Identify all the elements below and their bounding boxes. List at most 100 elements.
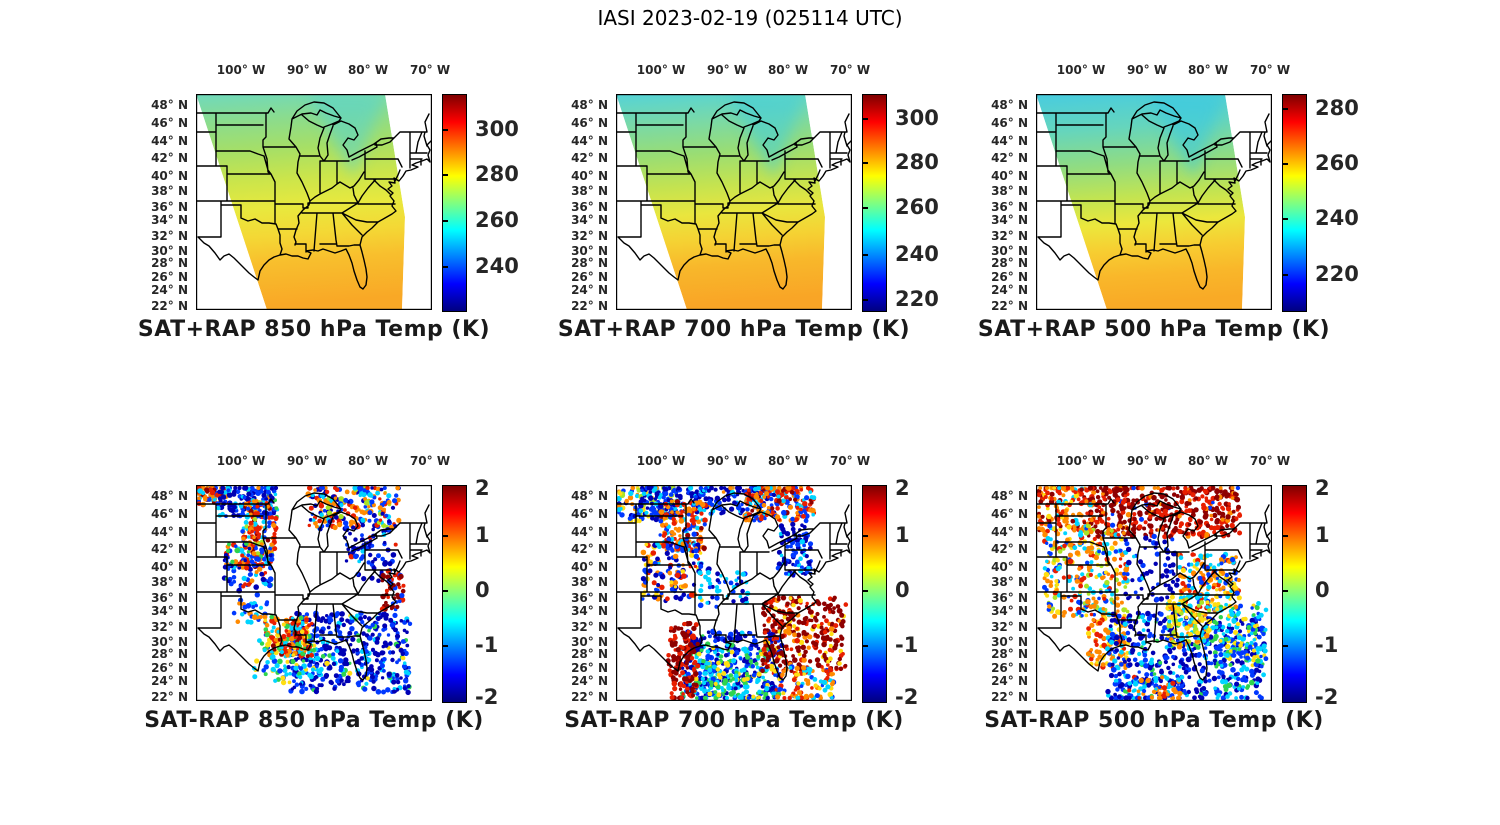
colorbar-tick-mark — [1283, 644, 1288, 647]
lat-tick-label: 44° N — [991, 134, 1028, 148]
lat-tick-label: 40° N — [991, 169, 1028, 183]
lat-tick-label: 46° N — [571, 507, 608, 521]
lat-tick-label: 30° N — [151, 635, 188, 649]
colorbar-tick-label: 280 — [1315, 96, 1359, 121]
lat-tick-label: 24° N — [571, 283, 608, 297]
lat-tick-label: 26° N — [571, 270, 608, 284]
colorbar-tick-label: -1 — [475, 632, 499, 657]
lat-tick-label: 36° N — [151, 200, 188, 214]
lat-tick-label: 44° N — [571, 525, 608, 539]
lat-tick-label: 32° N — [151, 229, 188, 243]
colorbar-tick-label: 1 — [1315, 522, 1330, 547]
colorbar-tick-mark — [1283, 218, 1288, 221]
lat-tick-label: 28° N — [151, 256, 188, 270]
lat-tick-label: 42° N — [991, 542, 1028, 556]
colorbar-tick-label: 1 — [475, 522, 490, 547]
lat-tick-label: 26° N — [151, 270, 188, 284]
lat-tick-label: 34° N — [991, 213, 1028, 227]
lat-tick-label: 26° N — [151, 661, 188, 675]
colorbar-tick-mark — [443, 220, 448, 223]
colorbar-tick-label: 240 — [1315, 206, 1359, 231]
lat-tick-label: 48° N — [991, 98, 1028, 112]
colorbar-tick-mark — [1283, 273, 1288, 276]
map-plot-1 — [196, 94, 432, 310]
colorbar-tick-label: 0 — [1315, 577, 1330, 602]
colorbar-tick-mark — [1283, 534, 1288, 537]
colorbar — [442, 485, 467, 703]
lat-tick-label: 48° N — [151, 98, 188, 112]
lon-tick-label: 80° W — [347, 63, 389, 77]
lat-tick-label: 36° N — [151, 591, 188, 605]
lat-tick-label: 30° N — [991, 635, 1028, 649]
colorbar-tick-label: -2 — [475, 684, 499, 709]
lat-tick-label: 48° N — [151, 489, 188, 503]
colorbar-tick-label: -1 — [895, 632, 919, 657]
lat-tick-label: 48° N — [571, 98, 608, 112]
lat-tick-label: 30° N — [571, 635, 608, 649]
panel-title: SAT-RAP 500 hPa Temp (K) — [984, 708, 1324, 733]
colorbar-tick-label: 300 — [895, 105, 939, 130]
colorbar — [1282, 485, 1307, 703]
map-plot-4 — [196, 485, 432, 701]
colorbar-tick-mark — [443, 265, 448, 268]
panel-title: SAT-RAP 700 hPa Temp (K) — [564, 708, 904, 733]
colorbar-tick-label: 240 — [895, 242, 939, 267]
lat-tick-label: 28° N — [991, 256, 1028, 270]
lat-tick-label: 34° N — [571, 604, 608, 618]
lon-tick-label: 100° W — [216, 454, 266, 468]
lat-tick-label: 42° N — [571, 151, 608, 165]
colorbar-tick-label: 1 — [895, 522, 910, 547]
lon-tick-label: 100° W — [216, 63, 266, 77]
lat-tick-label: 34° N — [571, 213, 608, 227]
lat-tick-label: 34° N — [991, 604, 1028, 618]
figure-title: IASI 2023-02-19 (025114 UTC) — [597, 6, 903, 30]
lat-tick-label: 38° N — [991, 184, 1028, 198]
lat-tick-label: 46° N — [571, 116, 608, 130]
cold-overlay — [308, 94, 385, 178]
lat-tick-label: 44° N — [151, 134, 188, 148]
lat-tick-label: 24° N — [991, 283, 1028, 297]
lat-tick-label: 36° N — [571, 591, 608, 605]
map-plot-2 — [616, 94, 852, 310]
colorbar-tick-mark — [1283, 108, 1288, 111]
lat-tick-label: 30° N — [151, 244, 188, 258]
colorbar-tick-mark — [443, 589, 448, 592]
lat-tick-label: 42° N — [151, 151, 188, 165]
lat-tick-label: 40° N — [991, 560, 1028, 574]
lat-tick-label: 42° N — [151, 542, 188, 556]
lat-tick-label: 32° N — [991, 229, 1028, 243]
panel-title: SAT+RAP 850 hPa Temp (K) — [137, 317, 491, 342]
lat-tick-label: 26° N — [571, 661, 608, 675]
lat-tick-label: 46° N — [991, 507, 1028, 521]
lon-tick-label: 70° W — [829, 63, 871, 77]
colorbar — [862, 94, 887, 312]
lat-tick-label: 28° N — [151, 647, 188, 661]
colorbar-tick-label: 0 — [895, 577, 910, 602]
cold-overlay — [1148, 94, 1225, 178]
difference-dots — [196, 485, 413, 696]
lat-tick-label: 36° N — [991, 200, 1028, 214]
colorbar-tick-mark — [1283, 589, 1288, 592]
lat-tick-label: 42° N — [571, 542, 608, 556]
colorbar-tick-mark — [443, 128, 448, 131]
colorbar-tick-label: 260 — [475, 208, 519, 233]
lat-tick-label: 30° N — [571, 244, 608, 258]
colorbar-tick-label: 2 — [475, 476, 490, 501]
lat-tick-label: 38° N — [571, 184, 608, 198]
colorbar-tick-label: 2 — [1315, 476, 1330, 501]
colorbar-tick-mark — [863, 207, 868, 210]
lat-tick-label: 42° N — [991, 151, 1028, 165]
lat-tick-label: 26° N — [991, 270, 1028, 284]
lon-tick-label: 100° W — [636, 454, 686, 468]
lon-tick-label: 90° W — [1126, 63, 1168, 77]
lat-tick-label: 28° N — [571, 647, 608, 661]
colorbar-tick-mark — [1283, 163, 1288, 166]
temperature-swath — [196, 94, 405, 310]
lat-tick-label: 22° N — [151, 299, 188, 313]
colorbar-tick-label: 240 — [475, 253, 519, 278]
colorbar — [1282, 94, 1307, 312]
lat-tick-label: 32° N — [571, 620, 608, 634]
panel-title: SAT-RAP 850 hPa Temp (K) — [144, 708, 484, 733]
lon-tick-label: 90° W — [706, 63, 748, 77]
